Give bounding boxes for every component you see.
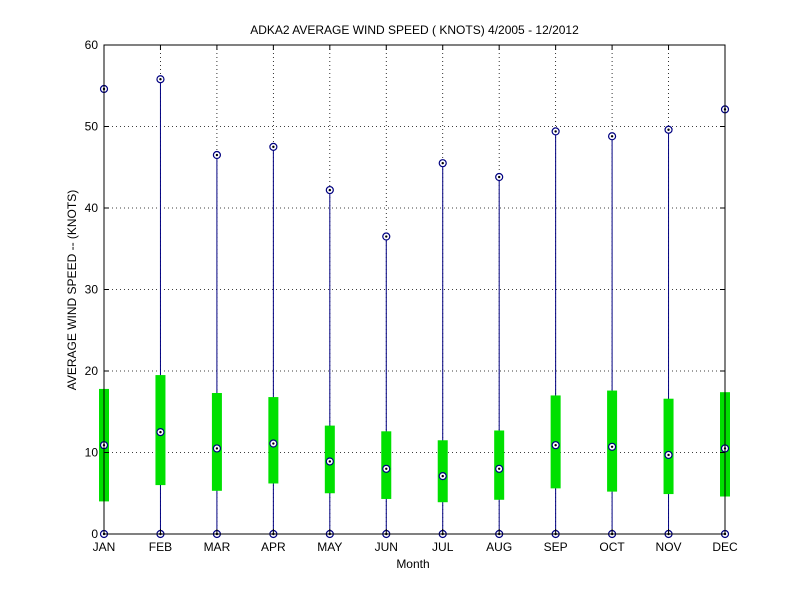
median-marker-dot [497,467,501,470]
median-marker-dot [385,467,388,470]
x-tick-label: AUG [486,540,512,554]
x-tick-label: MAR [204,540,231,554]
x-tick-label: MAY [317,540,342,554]
y-tick-label: 10 [85,446,99,460]
median-marker-dot [554,443,557,447]
x-tick-label: NOV [656,540,682,554]
max-marker-dot [385,235,388,238]
y-tick-label: 0 [91,527,98,541]
y-tick-label: 50 [85,120,99,134]
y-tick-label: 20 [85,364,99,378]
y-tick-label: 60 [85,38,99,52]
y-tick-label: 40 [85,201,99,215]
max-marker-dot [667,128,670,131]
iqr-box [437,440,448,503]
max-marker-dot [497,175,501,179]
max-marker-dot [159,78,162,81]
max-marker-dot [215,153,219,157]
median-marker-dot [441,474,444,478]
x-tick-label: JAN [93,540,116,554]
x-tick-label: JUN [375,540,398,554]
median-marker-dot [215,447,219,450]
x-tick-label: JUL [432,540,454,554]
median-marker-dot [667,453,670,457]
box-mar [211,155,222,534]
x-tick-label: FEB [149,540,172,554]
max-marker-dot [610,135,614,138]
median-marker-dot [159,430,162,434]
box-nov [663,129,674,534]
y-axis-label: AVERAGE WIND SPEED -- (KNOTS) [65,190,79,390]
x-tick-label: OCT [599,540,625,554]
max-marker-dot [328,188,332,192]
max-marker-dot [554,130,557,133]
chart-title: ADKA2 AVERAGE WIND SPEED ( KNOTS) 4/2005… [250,23,579,37]
y-tick-label: 30 [85,283,99,297]
x-tick-label: APR [261,540,286,554]
median-marker-dot [272,442,275,445]
max-marker-dot [441,161,444,165]
median-marker-dot [328,460,332,463]
x-tick-label: SEP [544,540,568,554]
x-axis-label: Month [396,557,429,571]
max-marker-dot [272,145,275,149]
plot-area [104,45,725,534]
median-marker-dot [610,445,614,448]
iqr-box [211,393,222,491]
iqr-box [663,398,674,495]
x-tick-label: DEC [712,540,738,554]
ticks: 0 10 20 30 40 50 60 JAN FEB MAR APR MAY JUN JUL AUG SEP… [85,38,738,554]
iqr-box [607,390,618,492]
box-oct [607,136,618,534]
